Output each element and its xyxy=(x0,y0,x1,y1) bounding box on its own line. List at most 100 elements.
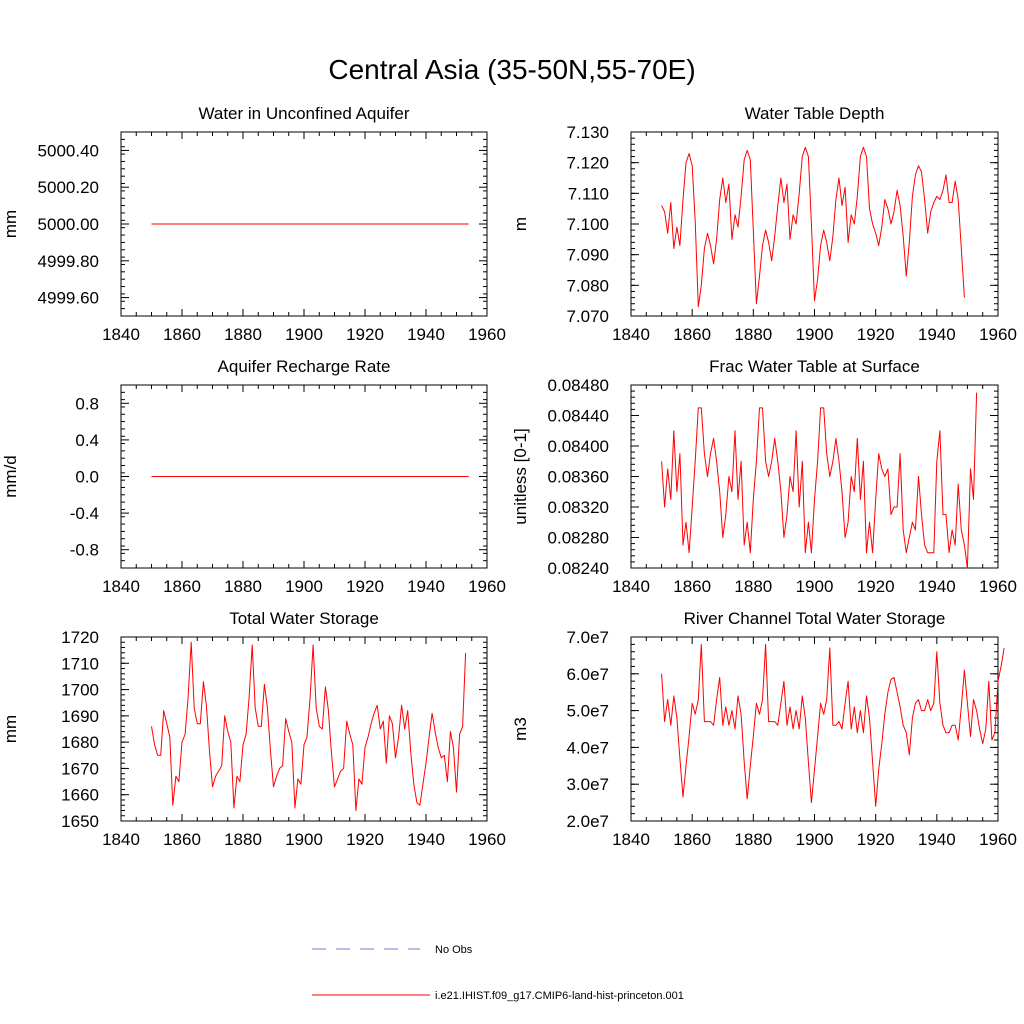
x-tick-label: 1860 xyxy=(163,577,201,596)
x-tick-label: 1880 xyxy=(224,577,262,596)
panel-1: Water in Unconfined Aquifer mm 1840 1860 188… xyxy=(1,104,506,344)
y-tick-label: 0.4 xyxy=(75,431,99,450)
x-tick-label: 1880 xyxy=(734,830,772,849)
x-tick-label: 1940 xyxy=(407,577,445,596)
y-tick-label: 7.120 xyxy=(566,154,609,173)
x-tick-label: 1920 xyxy=(346,577,384,596)
panel-title: Water Table Depth xyxy=(745,104,885,123)
y-tick-label: 0.8 xyxy=(75,394,99,413)
y-tick-label: 1720 xyxy=(61,628,99,647)
y-tick-label: 0.08280 xyxy=(548,529,609,548)
y-tick-label: 1670 xyxy=(61,759,99,778)
y-tick-label: 7.070 xyxy=(566,307,609,326)
y-tick-label: 0.08440 xyxy=(548,407,609,426)
x-tick-label: 1940 xyxy=(407,830,445,849)
y-tick-label: 7.080 xyxy=(566,276,609,295)
x-tick-label: 1840 xyxy=(612,830,650,849)
x-tick-label: 1900 xyxy=(285,577,323,596)
panel-title: Frac Water Table at Surface xyxy=(709,357,920,376)
y-tick-label: 0.08360 xyxy=(548,468,609,487)
y-tick-label: 1650 xyxy=(61,812,99,831)
y-tick-label: 5.0e7 xyxy=(566,702,609,721)
x-tick-label: 1920 xyxy=(857,325,895,344)
x-tick-label: 1860 xyxy=(163,325,201,344)
y-tick-label: 4.0e7 xyxy=(566,738,609,757)
series-line xyxy=(661,643,1005,807)
figure-title: Central Asia (35-50N,55-70E) xyxy=(328,54,696,85)
y-tick-label: 1700 xyxy=(61,681,99,700)
panel-3: Aquifer Recharge Rate mm/d 1840 1860 1880 190… xyxy=(1,357,506,596)
y-tick-label: 0.08240 xyxy=(548,559,609,578)
y-tick-label: 5000.40 xyxy=(38,141,99,160)
y-axis-label: mm/d xyxy=(1,455,20,498)
y-tick-label: 0.08400 xyxy=(548,437,609,456)
legend: No Obs i.e21.IHIST.f09_g17.CMIP6-land-hi… xyxy=(312,944,684,1002)
panel-6: River Channel Total Water Storage m3 1840 1… xyxy=(511,609,1017,849)
y-tick-label: 7.0e7 xyxy=(566,628,609,647)
x-tick-label: 1840 xyxy=(612,325,650,344)
x-tick-label: 1900 xyxy=(285,830,323,849)
x-tick-label: 1960 xyxy=(979,830,1017,849)
plot-frame xyxy=(630,636,999,822)
x-tick-label: 1900 xyxy=(796,830,834,849)
x-tick-label: 1860 xyxy=(673,830,711,849)
panel-4: Frac Water Table at Surface unitless [0-1… xyxy=(511,357,1017,596)
x-tick-label: 1880 xyxy=(734,325,772,344)
y-tick-label: 1680 xyxy=(61,733,99,752)
x-tick-label: 1960 xyxy=(468,830,506,849)
y-tick-label: 0.08480 xyxy=(548,376,609,395)
y-tick-label: 7.130 xyxy=(566,123,609,142)
y-tick-label: 7.100 xyxy=(566,215,609,234)
y-tick-label: 1660 xyxy=(61,786,99,805)
x-tick-label: 1960 xyxy=(979,577,1017,596)
x-tick-label: 1920 xyxy=(857,830,895,849)
y-axis-label: m xyxy=(511,217,530,231)
plot-frame xyxy=(630,384,999,569)
y-axis-label: unitless [0-1] xyxy=(511,428,530,524)
panel-title: Total Water Storage xyxy=(229,609,379,628)
y-axis-label: mm xyxy=(1,210,20,238)
x-tick-label: 1920 xyxy=(346,830,384,849)
x-tick-label: 1840 xyxy=(102,325,140,344)
y-tick-label: 3.0e7 xyxy=(566,775,609,794)
x-tick-label: 1920 xyxy=(346,325,384,344)
x-tick-label: 1900 xyxy=(285,325,323,344)
y-tick-label: 7.090 xyxy=(566,246,609,265)
x-tick-label: 1920 xyxy=(857,577,895,596)
x-tick-label: 1860 xyxy=(673,325,711,344)
x-tick-label: 1840 xyxy=(612,577,650,596)
y-tick-label: -0.4 xyxy=(70,504,99,523)
x-tick-label: 1960 xyxy=(979,325,1017,344)
x-tick-label: 1880 xyxy=(734,577,772,596)
panel-title: River Channel Total Water Storage xyxy=(684,609,946,628)
y-tick-label: 5000.20 xyxy=(38,178,99,197)
y-tick-label: 1710 xyxy=(61,654,99,673)
y-tick-label: 7.110 xyxy=(568,184,609,203)
x-tick-label: 1860 xyxy=(163,830,201,849)
panel-title: Water in Unconfined Aquifer xyxy=(198,104,409,123)
x-tick-label: 1940 xyxy=(918,325,956,344)
y-axis-label: mm xyxy=(1,715,20,743)
panel-5: Total Water Storage mm 1840 1860 1880 1900 192… xyxy=(1,609,506,849)
series-line xyxy=(661,146,965,308)
y-tick-label: 1690 xyxy=(61,707,99,726)
x-tick-label: 1900 xyxy=(796,577,834,596)
x-tick-label: 1960 xyxy=(468,577,506,596)
x-tick-label: 1860 xyxy=(673,577,711,596)
y-tick-label: 0.08320 xyxy=(548,498,609,517)
y-axis-label: m3 xyxy=(511,717,530,741)
x-tick-label: 1940 xyxy=(918,577,956,596)
x-tick-label: 1900 xyxy=(796,325,834,344)
x-tick-label: 1840 xyxy=(102,830,140,849)
x-tick-label: 1960 xyxy=(468,325,506,344)
y-tick-label: 6.0e7 xyxy=(566,665,609,684)
legend-label-no-obs: No Obs xyxy=(435,944,473,956)
y-tick-label: 4999.80 xyxy=(38,252,99,271)
x-tick-label: 1840 xyxy=(102,577,140,596)
panel-title: Aquifer Recharge Rate xyxy=(218,357,391,376)
y-tick-label: 5000.00 xyxy=(38,215,99,234)
series-line xyxy=(661,392,978,569)
y-tick-label: 0.0 xyxy=(75,468,99,487)
series-line xyxy=(151,641,467,811)
